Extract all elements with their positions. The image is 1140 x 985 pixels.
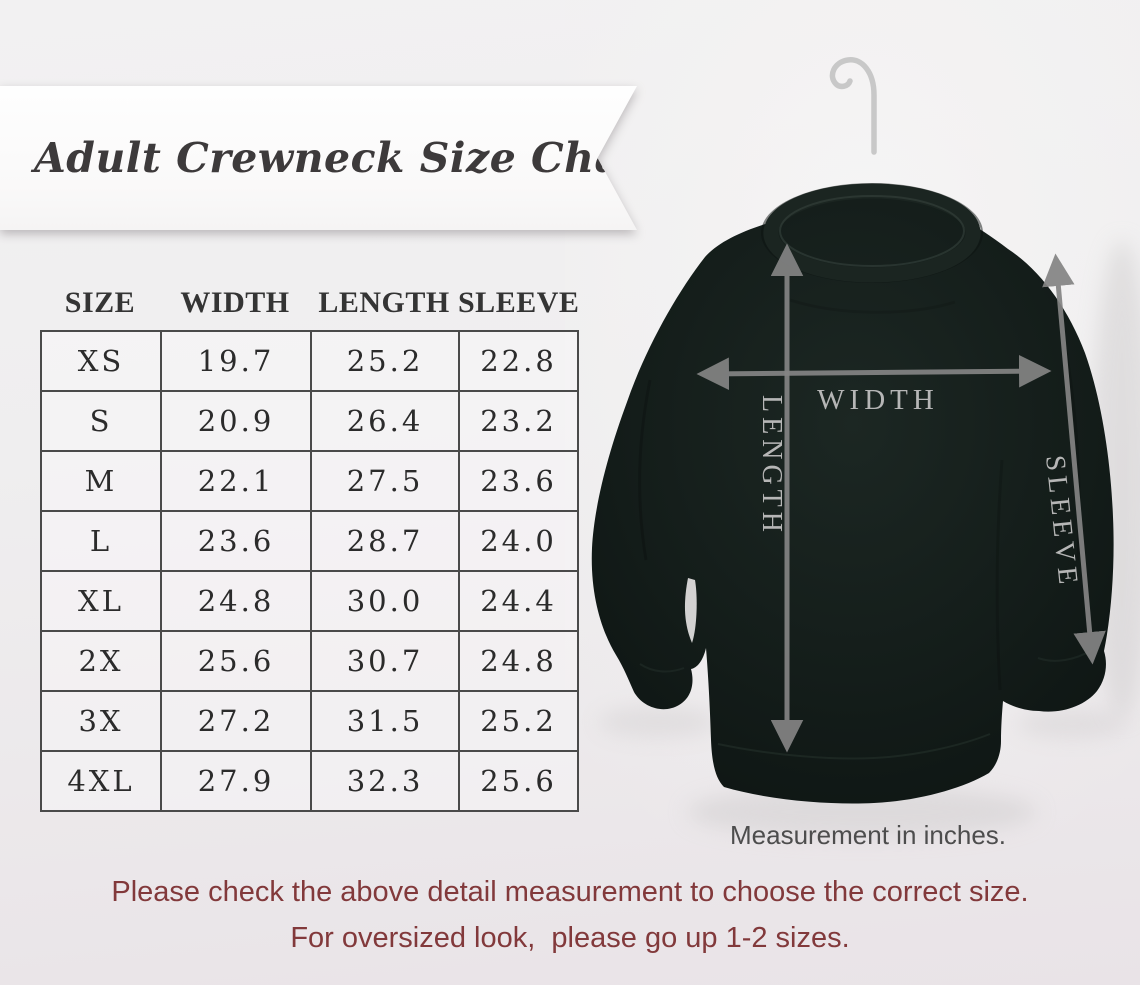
size-cell: L xyxy=(40,510,162,572)
width-arrow xyxy=(696,354,1052,391)
page-title: Adult Crewneck Size Chart xyxy=(34,134,664,182)
table-row: L 23.6 28.7 24.0 xyxy=(40,510,579,572)
table-row: S 20.9 26.4 23.2 xyxy=(40,390,579,452)
collar-highlight xyxy=(779,195,965,267)
size-cell: XL xyxy=(40,570,162,632)
size-cell: 4XL xyxy=(40,750,162,812)
hem-seam xyxy=(717,733,991,760)
value-cell: 23.2 xyxy=(458,390,579,452)
value-cell: 24.8 xyxy=(458,630,579,692)
table-column-headers: SIZE WIDTH LENGTH SLEEVE xyxy=(40,286,580,326)
value-cell: 25.2 xyxy=(310,330,460,392)
collar xyxy=(763,183,981,283)
value-cell: 20.9 xyxy=(160,390,312,452)
value-cell: 22.8 xyxy=(458,330,579,392)
table-row: XL 24.8 30.0 24.4 xyxy=(40,570,579,632)
size-cell: S xyxy=(40,390,162,452)
value-cell: 19.7 xyxy=(160,330,312,392)
sleeve-body-gap xyxy=(684,578,697,643)
value-cell: 27.5 xyxy=(310,450,460,512)
value-cell: 31.5 xyxy=(310,690,460,752)
length-label: LENGTH xyxy=(756,395,787,537)
value-cell: 23.6 xyxy=(160,510,312,572)
column-header-size: SIZE xyxy=(64,286,136,319)
value-cell: 25.2 xyxy=(458,690,579,752)
value-cell: 27.2 xyxy=(160,690,312,752)
value-cell: 27.9 xyxy=(160,750,312,812)
table-row: 3X 27.2 31.5 25.2 xyxy=(40,690,579,752)
size-cell: M xyxy=(40,450,162,512)
value-cell: 30.0 xyxy=(310,570,460,632)
left-cuff-seam xyxy=(639,663,685,673)
table-row: 2X 25.6 30.7 24.8 xyxy=(40,630,579,692)
title-ribbon: Adult Crewneck Size Chart xyxy=(0,86,637,230)
wall-shadow-left-cuff xyxy=(598,706,718,738)
sweatshirt xyxy=(591,191,1114,804)
value-cell: 24.0 xyxy=(458,510,579,572)
hanger-hook-icon xyxy=(829,57,877,155)
value-cell: 24.8 xyxy=(160,570,312,632)
value-cell: 28.7 xyxy=(310,510,460,572)
value-cell: 32.3 xyxy=(310,750,460,812)
value-cell: 23.6 xyxy=(458,450,579,512)
table-row: XS 19.7 25.2 22.8 xyxy=(40,330,579,392)
footnote-line-2: For oversized look, please go up 1-2 siz… xyxy=(290,922,850,954)
wall-shadow-hem xyxy=(687,786,1037,838)
value-cell: 25.6 xyxy=(160,630,312,692)
units-note: Measurement in inches. xyxy=(729,820,1007,850)
value-cell: 24.4 xyxy=(458,570,579,632)
value-cell: 30.7 xyxy=(310,630,460,692)
table-row: M 22.1 27.5 23.6 xyxy=(40,450,579,512)
size-cell: 2X xyxy=(40,630,162,692)
column-header-sleeve: SLEEVE xyxy=(458,286,580,319)
size-cell: XS xyxy=(40,330,162,392)
width-label: WIDTH xyxy=(817,384,939,416)
wrinkle-left-sleeve xyxy=(638,379,652,561)
size-cell: 3X xyxy=(40,690,162,752)
size-table: XS 19.7 25.2 22.8 S 20.9 26.4 23.2 M 22.… xyxy=(40,330,579,812)
wall-shadow-right-cuff xyxy=(1017,709,1127,739)
column-header-width: WIDTH xyxy=(180,286,290,319)
value-cell: 25.6 xyxy=(458,750,579,812)
footnote-line-1: Please check the above detail measuremen… xyxy=(111,876,1029,908)
title-ribbon-shape: Adult Crewneck Size Chart xyxy=(0,86,637,230)
table-row: 4XL 27.9 32.3 25.6 xyxy=(40,750,579,812)
column-header-length: LENGTH xyxy=(318,286,450,319)
wrinkle-chest xyxy=(789,298,956,314)
wrinkle-body-right xyxy=(995,459,1004,691)
value-cell: 22.1 xyxy=(160,450,312,512)
value-cell: 26.4 xyxy=(310,390,460,452)
sleeve-arrow xyxy=(1042,253,1106,665)
